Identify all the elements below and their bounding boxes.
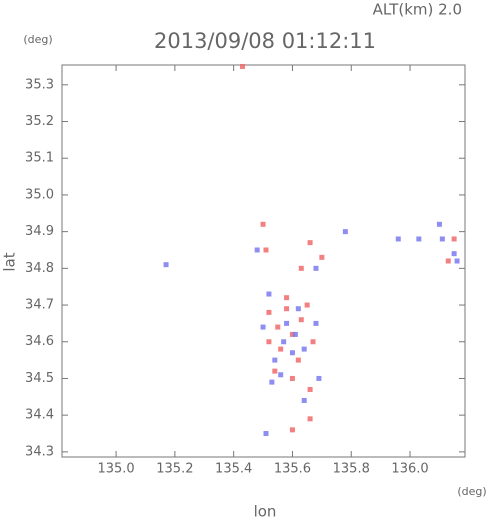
echo-point: [342, 229, 348, 235]
x-tick-label: 135.8: [333, 462, 370, 477]
x-tick-label: 135.0: [97, 462, 134, 477]
echo-point: [284, 320, 290, 326]
echo-point: [263, 247, 269, 253]
echo-point: [445, 258, 451, 264]
y-tick-label: 35.1: [25, 151, 54, 166]
echo-point: [301, 397, 307, 403]
echo-point: [289, 427, 295, 433]
echo-point: [254, 247, 260, 253]
y-tick-label: 34.8: [25, 261, 54, 276]
x-unit: (deg): [457, 485, 486, 498]
echo-point: [163, 262, 169, 268]
echo-point: [278, 346, 284, 352]
y-axis-label: lat: [1, 252, 19, 271]
echo-point: [275, 324, 281, 330]
x-axis-label: lon: [254, 503, 277, 521]
echo-point: [298, 317, 304, 323]
echo-point: [451, 251, 457, 257]
y-tick-label: 34.6: [25, 334, 54, 349]
echo-point: [307, 416, 313, 422]
echo-point: [451, 236, 457, 242]
x-tick-label: 135.2: [156, 462, 193, 477]
chart-subtitle: ALT(km) 2.0: [373, 1, 462, 19]
echo-point: [260, 324, 266, 330]
echo-point: [298, 265, 304, 271]
y-tick-label: 35.0: [25, 187, 54, 202]
echo-point: [266, 309, 272, 315]
plot-frame: [61, 64, 466, 458]
echo-point: [289, 350, 295, 356]
echo-point: [395, 236, 401, 242]
chart-title: 2013/09/08 01:12:11: [154, 29, 376, 53]
y-tick-label: 35.3: [25, 77, 54, 92]
y-tick-label: 34.3: [25, 444, 54, 459]
echo-point: [307, 386, 313, 392]
echo-point: [272, 357, 278, 363]
echo-point: [269, 379, 275, 385]
echo-point: [278, 372, 284, 378]
echo-point: [260, 221, 266, 227]
echo-point: [289, 331, 295, 337]
y-tick-label: 34.7: [25, 298, 54, 313]
echo-point: [239, 63, 245, 69]
echo-point: [454, 258, 460, 264]
echo-point: [319, 254, 325, 260]
echo-point: [266, 291, 272, 297]
echo-point: [439, 236, 445, 242]
echo-point: [292, 331, 298, 337]
echo-point: [281, 339, 287, 345]
echo-point: [307, 240, 313, 246]
echo-point: [284, 295, 290, 301]
y-unit: (deg): [23, 33, 52, 46]
y-tick-label: 34.9: [25, 224, 54, 239]
x-tick-label: 135.4: [215, 462, 252, 477]
echo-point: [316, 375, 322, 381]
echo-point: [301, 346, 307, 352]
echo-point: [295, 306, 301, 312]
echo-point: [266, 339, 272, 345]
echo-point: [310, 339, 316, 345]
echo-point: [416, 236, 422, 242]
echo-point: [313, 265, 319, 271]
x-tick-label: 136.0: [391, 462, 428, 477]
echo-point: [284, 306, 290, 312]
echo-point: [313, 320, 319, 326]
echo-point: [272, 368, 278, 374]
x-tick-label: 135.6: [274, 462, 311, 477]
echo-point: [263, 431, 269, 437]
y-tick-label: 34.4: [25, 408, 54, 423]
y-tick-label: 34.5: [25, 371, 54, 386]
y-tick-label: 35.2: [25, 114, 54, 129]
echo-point: [304, 302, 310, 308]
echo-point: [295, 357, 301, 363]
echo-point: [289, 375, 295, 381]
echo-point: [436, 221, 442, 227]
